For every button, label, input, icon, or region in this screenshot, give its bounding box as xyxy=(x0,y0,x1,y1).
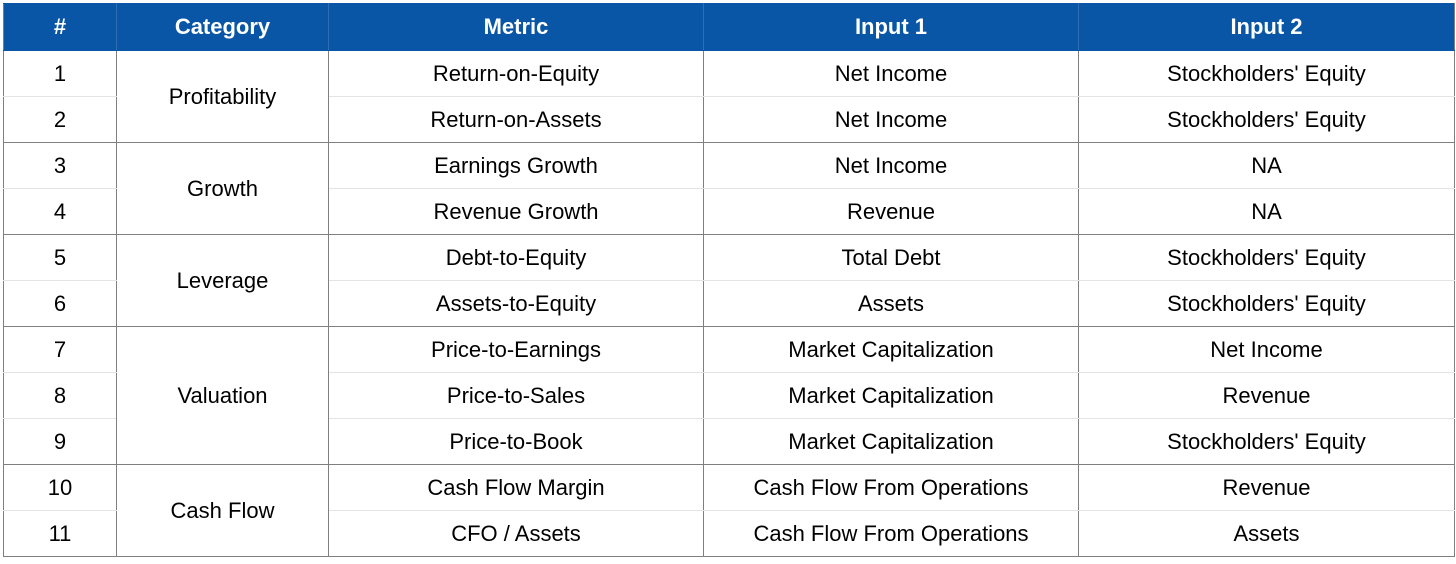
row-number-cell: 11 xyxy=(3,510,117,557)
input-2-cell: Stockholders' Equity xyxy=(1078,50,1455,97)
header-input-1: Input 1 xyxy=(703,3,1079,51)
metric-cell: Cash Flow Margin xyxy=(328,464,704,511)
header-number: # xyxy=(3,3,117,51)
header-input-2: Input 2 xyxy=(1078,3,1455,51)
input-1-cell: Market Capitalization xyxy=(703,326,1079,373)
input-2-cell: Stockholders' Equity xyxy=(1078,96,1455,143)
row-number-cell: 2 xyxy=(3,96,117,143)
table-row: 4 Revenue Growth Revenue NA xyxy=(3,188,1455,235)
input-2-cell: NA xyxy=(1078,188,1455,235)
metric-cell: Price-to-Sales xyxy=(328,372,704,419)
header-metric: Metric xyxy=(328,3,704,51)
input-1-cell: Net Income xyxy=(703,50,1079,97)
metric-cell: Price-to-Earnings xyxy=(328,326,704,373)
header-row: # Category Metric Input 1 Input 2 xyxy=(3,3,1455,51)
table-row: 1 Profitability Return-on-Equity Net Income… xyxy=(3,50,1455,143)
input-2-cell: Stockholders' Equity xyxy=(1078,280,1455,327)
input-1-cell: Market Capitalization xyxy=(703,418,1079,465)
input-2-cell: Net Income xyxy=(1078,326,1455,373)
input-2-cell: Revenue xyxy=(1078,372,1455,419)
row-number-cell: 8 xyxy=(3,372,117,419)
row-number-cell: 9 xyxy=(3,418,117,465)
input-1-cell: Cash Flow From Operations xyxy=(703,510,1079,557)
table-row: 9 Price-to-Book Market Capitalization Stock… xyxy=(3,418,1455,465)
input-1-cell: Assets xyxy=(703,280,1079,327)
input-1-cell: Net Income xyxy=(703,96,1079,143)
table-row: 7 Valuation Price-to-Earnings Market Capita… xyxy=(3,326,1455,465)
table-body: 1 Profitability Return-on-Equity Net Income… xyxy=(3,50,1455,557)
category-cell: Leverage xyxy=(116,234,329,327)
table-row: 11 CFO / Assets Cash Flow From Operations A… xyxy=(3,510,1455,557)
category-cell: Cash Flow xyxy=(116,464,329,557)
metric-cell: Revenue Growth xyxy=(328,188,704,235)
row-number-cell: 6 xyxy=(3,280,117,327)
table-row: 8 Price-to-Sales Market Capitalization Reve… xyxy=(3,372,1455,419)
metric-cell: Debt-to-Equity xyxy=(328,234,704,281)
input-1-cell: Net Income xyxy=(703,142,1079,189)
metric-cell: Price-to-Book xyxy=(328,418,704,465)
input-2-cell: Stockholders' Equity xyxy=(1078,234,1455,281)
metric-cell: Earnings Growth xyxy=(328,142,704,189)
table-row: 5 Leverage Debt-to-Equity Total Debt Stockho… xyxy=(3,234,1455,327)
category-cell: Profitability xyxy=(116,50,329,143)
row-number-cell: 7 xyxy=(3,326,117,373)
row-number-cell: 1 xyxy=(3,50,117,97)
header-category: Category xyxy=(116,3,329,51)
category-cell: Growth xyxy=(116,142,329,235)
input-1-cell: Revenue xyxy=(703,188,1079,235)
metric-cell: CFO / Assets xyxy=(328,510,704,557)
metric-cell: Return-on-Equity xyxy=(328,50,704,97)
table-row: 3 Growth Earnings Growth Net Income NA xyxy=(3,142,1455,235)
row-number-cell: 5 xyxy=(3,234,117,281)
input-1-cell: Market Capitalization xyxy=(703,372,1079,419)
input-1-cell: Cash Flow From Operations xyxy=(703,464,1079,511)
input-2-cell: NA xyxy=(1078,142,1455,189)
table-row: 10 Cash Flow Cash Flow Margin Cash Flow Fro… xyxy=(3,464,1455,557)
metrics-table: # Category Metric Input 1 Input 2 1 Profi… xyxy=(3,3,1455,557)
input-2-cell: Revenue xyxy=(1078,464,1455,511)
metric-cell: Assets-to-Equity xyxy=(328,280,704,327)
input-1-cell: Total Debt xyxy=(703,234,1079,281)
row-number-cell: 4 xyxy=(3,188,117,235)
metrics-table-container: # Category Metric Input 1 Input 2 1 Profi… xyxy=(3,3,1455,561)
metric-cell: Return-on-Assets xyxy=(328,96,704,143)
category-cell: Valuation xyxy=(116,326,329,465)
row-number-cell: 3 xyxy=(3,142,117,189)
table-row: 2 Return-on-Assets Net Income Stockholders'… xyxy=(3,96,1455,143)
input-2-cell: Assets xyxy=(1078,510,1455,557)
row-number-cell: 10 xyxy=(3,464,117,511)
input-2-cell: Stockholders' Equity xyxy=(1078,418,1455,465)
